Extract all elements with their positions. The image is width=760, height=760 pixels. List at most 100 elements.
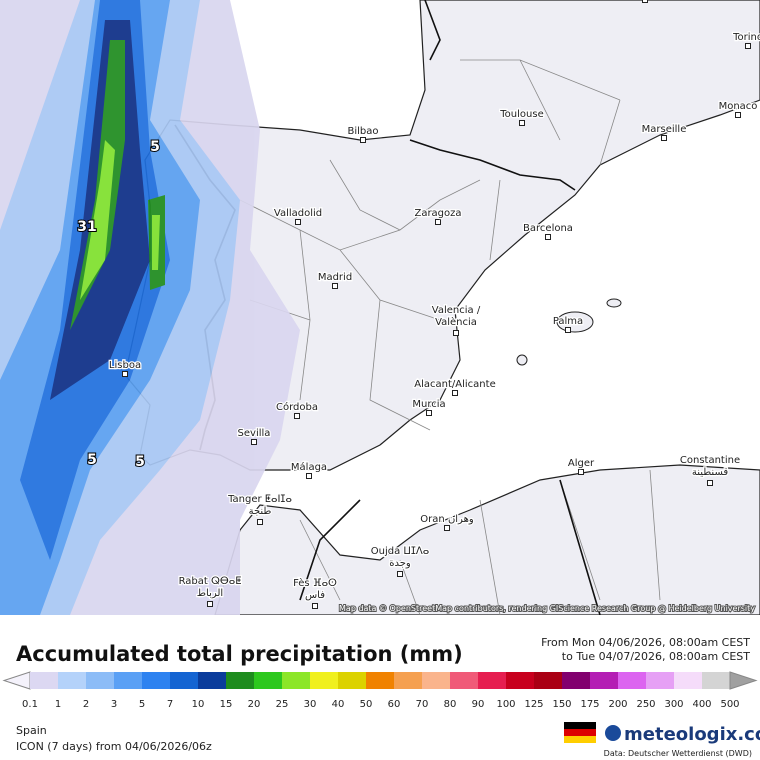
city-marker <box>453 330 459 336</box>
legend-label: 20 <box>248 699 261 710</box>
city-label: Valencia / <box>432 305 481 316</box>
city-label: Madrid <box>318 272 352 283</box>
legend-label: 30 <box>304 699 317 710</box>
legend-swatch <box>422 672 451 689</box>
legend-swatch <box>562 672 591 689</box>
legend-over <box>729 671 758 690</box>
city-marker <box>426 410 432 416</box>
city-marker <box>707 480 713 486</box>
map-value-label: 31 <box>77 219 96 235</box>
flag-black <box>564 722 596 729</box>
legend-label: 500 <box>720 699 739 710</box>
legend-label: 1 <box>55 699 61 710</box>
legend-swatch <box>170 672 199 689</box>
city-label: Constantine <box>680 455 740 466</box>
city-label: Córdoba <box>276 401 318 413</box>
legend-label: 5 <box>139 699 145 710</box>
legend-label: 250 <box>636 699 655 710</box>
land-africa <box>214 464 760 616</box>
city-label: Valladolid <box>274 208 322 219</box>
city-label: Torino <box>732 32 760 43</box>
legend-swatch <box>282 672 311 689</box>
legend-label: 150 <box>552 699 571 710</box>
legend-swatch <box>478 672 507 689</box>
city-label: València <box>435 316 477 328</box>
legend-swatch <box>590 672 619 689</box>
city-marker <box>642 0 648 3</box>
menorca <box>606 298 622 308</box>
brand-logo <box>605 725 621 741</box>
legend-swatch <box>394 672 423 689</box>
legend-swatch <box>58 672 87 689</box>
legend-swatch <box>450 672 479 689</box>
precipitation <box>0 0 300 615</box>
city-marker <box>294 413 300 419</box>
legend-label: 50 <box>360 699 373 710</box>
city-marker <box>578 469 584 475</box>
city-label: Málaga <box>291 461 327 473</box>
legend-label: 400 <box>692 699 711 710</box>
legend-label: 175 <box>580 699 599 710</box>
legend-swatch <box>534 672 563 689</box>
border-africa <box>299 479 601 616</box>
city-marker <box>735 112 741 118</box>
date-from: From Mon 04/06/2026, 08:00am CEST <box>541 636 750 649</box>
city-label: Oujda ⵡⵊⴷⴰ <box>371 546 430 557</box>
region-borders <box>239 59 661 616</box>
city-label: Bilbao <box>347 126 378 137</box>
brand[interactable]: meteologix.com <box>624 724 760 745</box>
flag-red <box>564 729 596 736</box>
legend-swatch <box>114 672 143 689</box>
title: Accumulated total precipitation (mm) <box>16 642 463 666</box>
map-value-label: 5 <box>135 454 145 470</box>
city-marker <box>207 601 213 607</box>
city-label: Rabat ⵕⴱⴰⵟ <box>179 576 242 587</box>
legend-label: 100 <box>496 699 515 710</box>
legend-swatch <box>702 672 731 689</box>
legend-label: 10 <box>192 699 205 710</box>
legend-label: 0.1 <box>22 699 38 710</box>
city-marker <box>122 371 128 377</box>
map-value-label: 5 <box>150 139 160 155</box>
city-label: Zaragoza <box>414 208 461 219</box>
legend-swatch <box>506 672 535 689</box>
city-label: Sevilla <box>238 428 271 439</box>
legend-label: 15 <box>220 699 233 710</box>
legend-label: 70 <box>416 699 429 710</box>
city-label: Tanger ⵟⴰⵏⵊⴰ <box>227 494 292 505</box>
attribution: Map data © OpenStreetMap contributors, r… <box>339 604 755 613</box>
city-label: Alacant/Alicante <box>414 379 495 390</box>
city-marker <box>519 120 525 126</box>
city-marker <box>312 603 318 609</box>
city-marker <box>661 135 667 141</box>
region: Spain <box>16 724 47 737</box>
city-marker <box>452 390 458 396</box>
city-marker <box>745 43 751 49</box>
city-label: قسنطينة <box>692 467 729 478</box>
city-marker <box>251 439 257 445</box>
legend-swatch <box>338 672 367 689</box>
legend-label: 2 <box>83 699 89 710</box>
city-label: Oran وهران <box>420 514 474 525</box>
legend-label: 125 <box>524 699 543 710</box>
admin-lines <box>239 59 661 616</box>
city-marker <box>295 219 301 225</box>
city-label: فاس <box>305 590 325 601</box>
legend-swatch <box>366 672 395 689</box>
city-label: Alger <box>568 458 595 469</box>
city-marker <box>435 219 441 225</box>
legend-label: 300 <box>664 699 683 710</box>
ibiza <box>516 354 528 366</box>
city-label: Palma <box>553 316 583 327</box>
precip-25 <box>80 140 160 300</box>
legend-label: 25 <box>276 699 289 710</box>
city-label: Fès ⴼⴰⵙ <box>293 577 337 589</box>
legend-swatch <box>226 672 255 689</box>
legend-swatch <box>254 672 283 689</box>
city-label: طنجة <box>249 506 272 517</box>
legend-label: 40 <box>332 699 345 710</box>
city-label: Toulouse <box>499 109 543 120</box>
city-label: Marseille <box>642 124 687 135</box>
legend-swatch <box>310 672 339 689</box>
